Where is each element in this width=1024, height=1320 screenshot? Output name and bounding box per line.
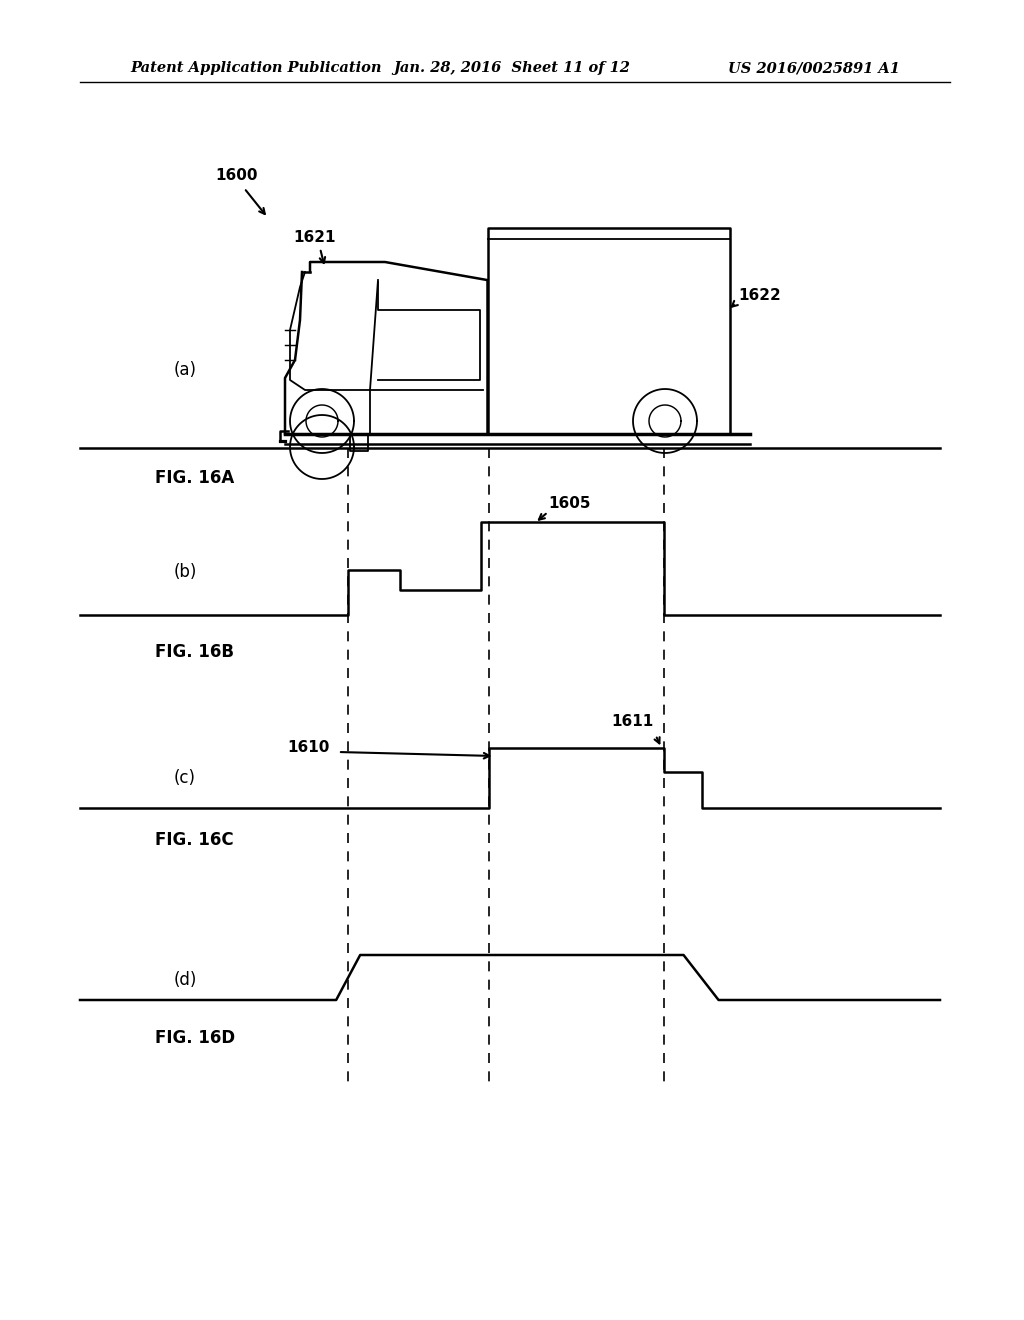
Text: FIG. 16C: FIG. 16C [155,832,233,849]
Text: 1605: 1605 [548,496,591,511]
Text: FIG. 16B: FIG. 16B [155,643,234,661]
Text: 1621: 1621 [293,231,336,246]
Text: 1622: 1622 [738,288,780,302]
Text: 1600: 1600 [215,168,257,182]
Text: Jan. 28, 2016  Sheet 11 of 12: Jan. 28, 2016 Sheet 11 of 12 [393,61,631,75]
Text: Patent Application Publication: Patent Application Publication [130,61,382,75]
Text: (b): (b) [173,564,197,581]
Text: US 2016/0025891 A1: US 2016/0025891 A1 [728,61,900,75]
Text: FIG. 16D: FIG. 16D [155,1030,236,1047]
Text: 1610: 1610 [288,741,330,755]
Text: FIG. 16A: FIG. 16A [155,469,234,487]
Text: (d): (d) [173,972,197,989]
Text: 1611: 1611 [611,714,653,730]
Text: (a): (a) [173,360,197,379]
Text: (c): (c) [174,770,196,787]
